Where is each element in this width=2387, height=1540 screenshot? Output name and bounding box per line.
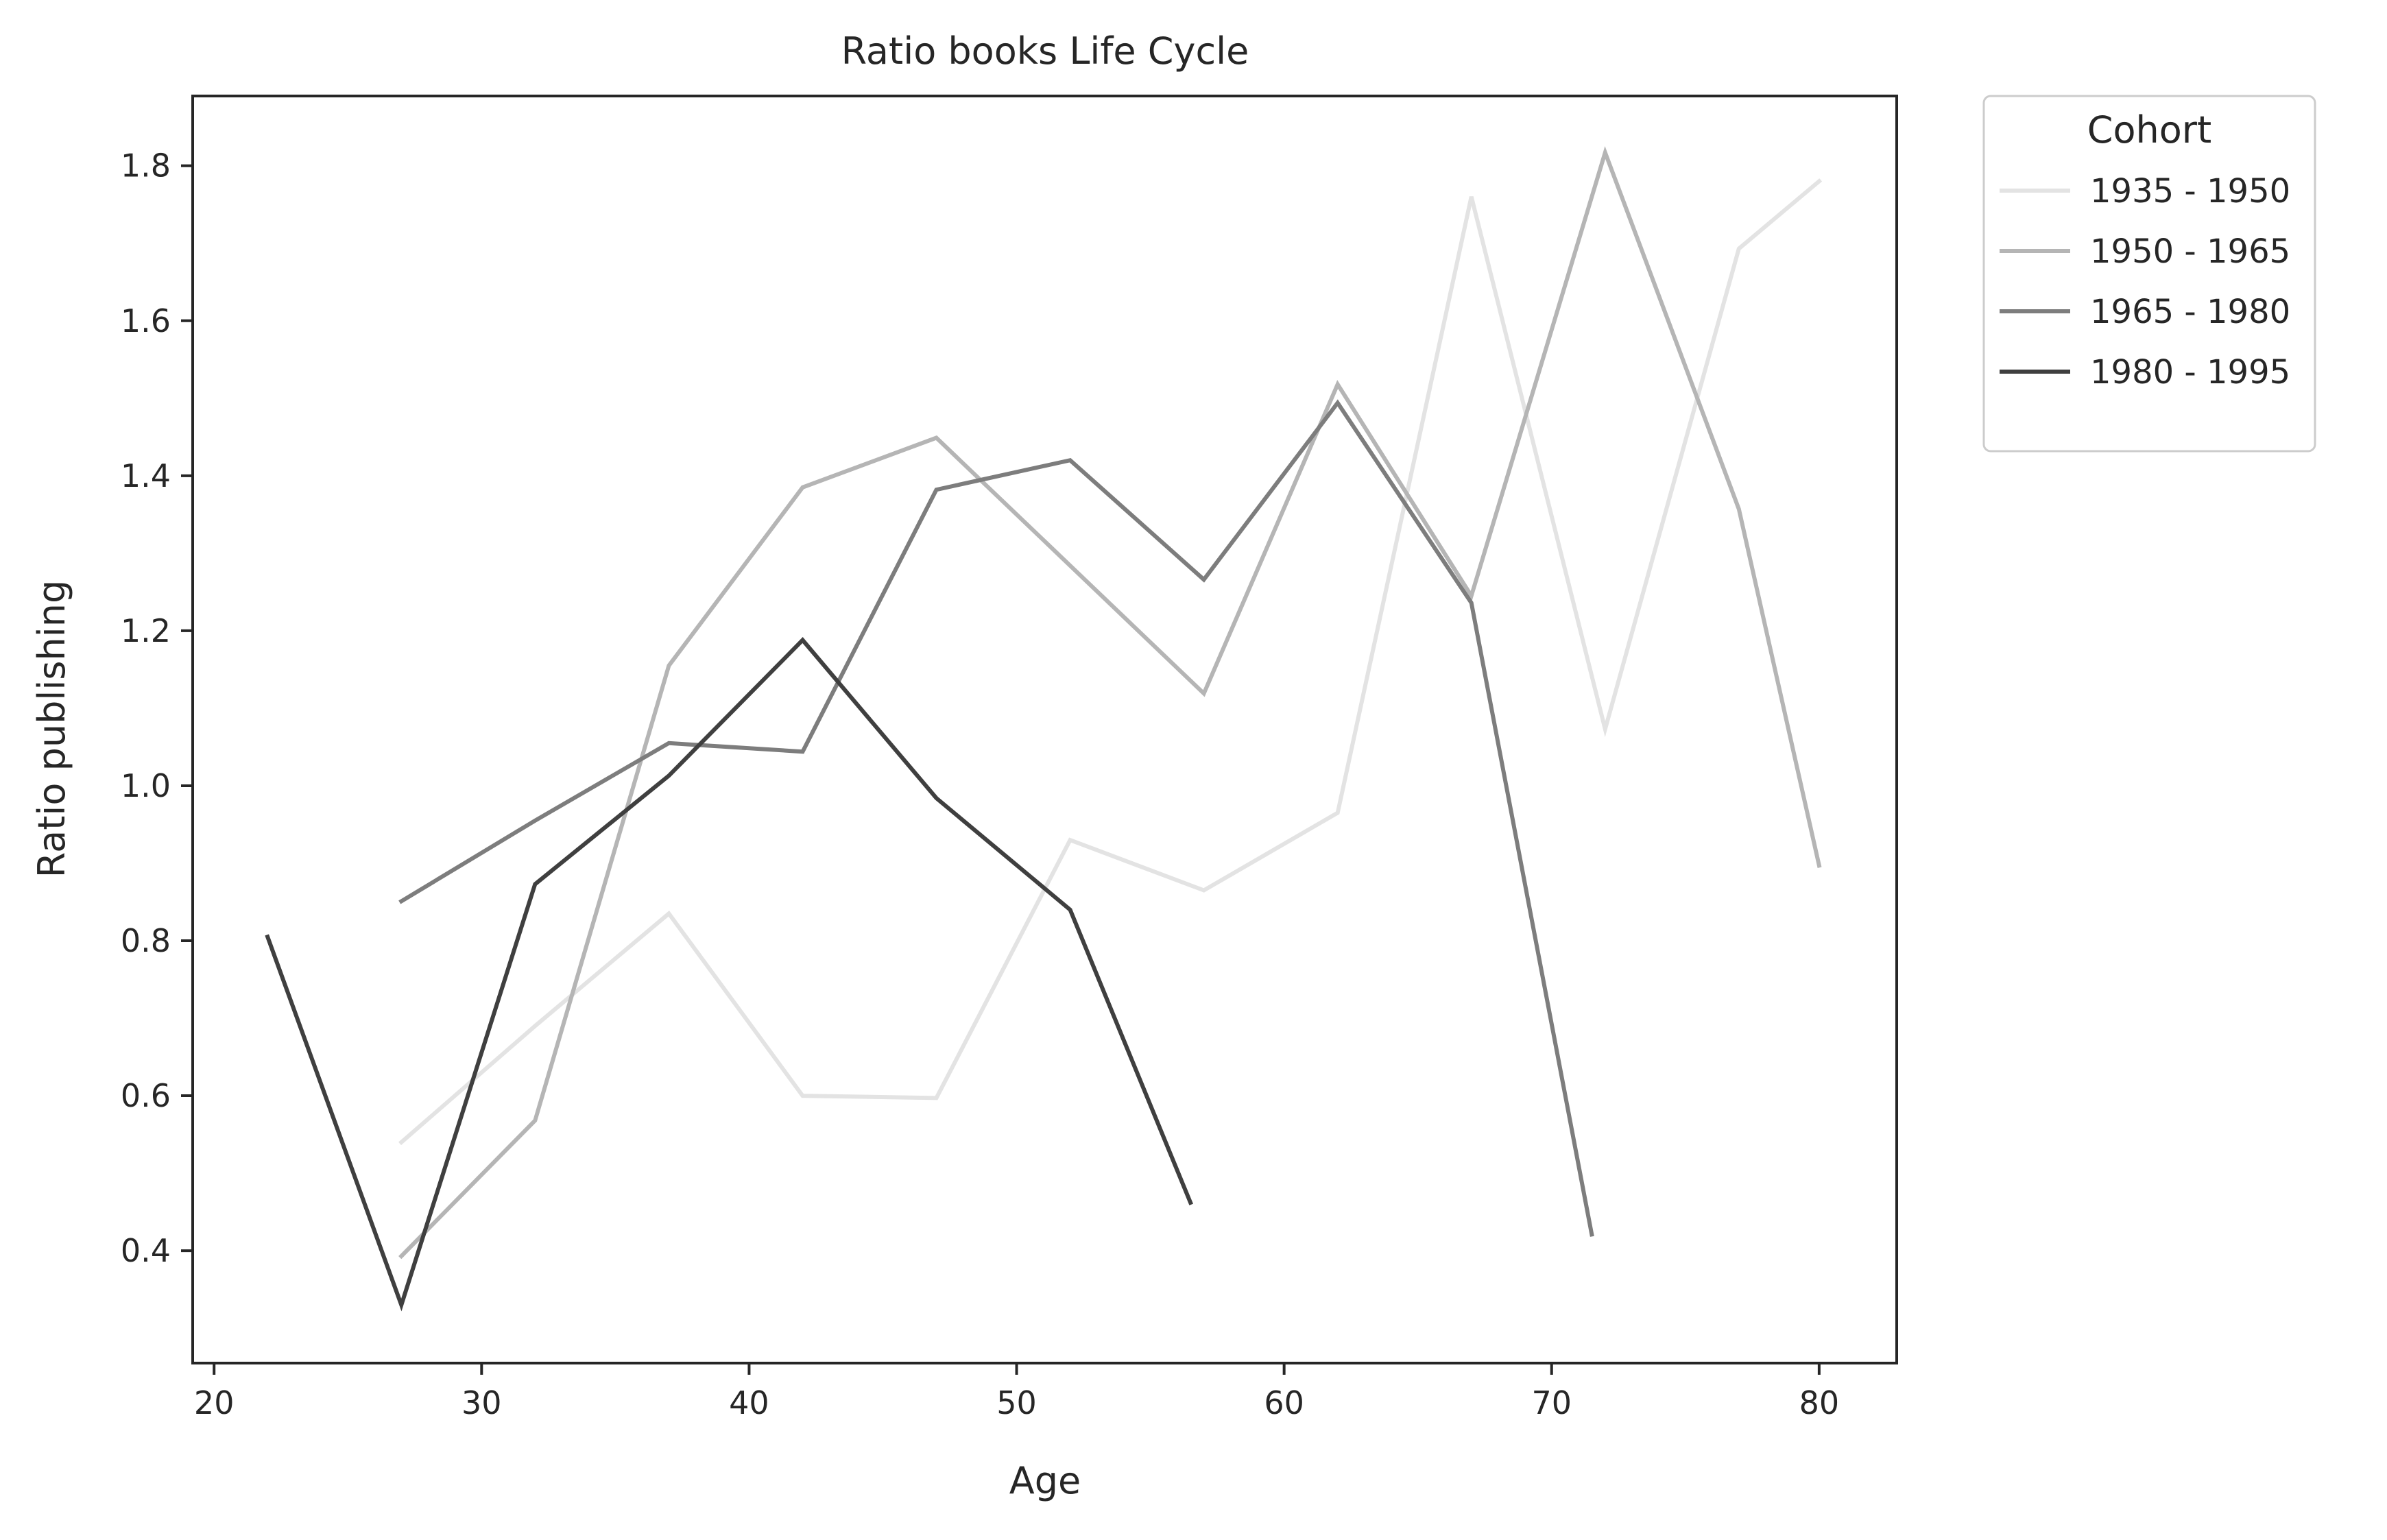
y-tick-label: 1.0 (121, 767, 171, 804)
series-lines-layer (265, 146, 1823, 1312)
chart-title: Ratio books Life Cycle (841, 29, 1249, 73)
x-tick-label: 50 (996, 1384, 1037, 1421)
axes-layer: 20 30 40 50 60 70 80 0.4 0.6 0.8 1.0 1.2 1.4 1.6 1.8 (121, 95, 1898, 1421)
legend-label-1: 1935 - 1950 (2090, 172, 2290, 210)
legend-box (1982, 95, 2316, 453)
legend-label-4: 1980 - 1995 (2090, 353, 2290, 392)
series-line-4 (265, 637, 1194, 1312)
y-tick-label: 0.6 (121, 1077, 171, 1114)
x-tick-label: 60 (1264, 1384, 1304, 1421)
y-tick-label: 0.8 (121, 922, 171, 959)
x-tick-label: 20 (194, 1384, 235, 1421)
y-tick-label: 1.6 (121, 302, 171, 339)
legend: Cohort 1935 - 1950 1950 - 1965 1965 - 1980 1… (1982, 95, 2316, 453)
x-tick-label: 80 (1799, 1384, 1840, 1421)
legend-title: Cohort (2087, 108, 2211, 152)
y-tick-label: 1.2 (121, 612, 171, 649)
legend-label-2: 1950 - 1965 (2090, 232, 2290, 271)
x-tick-label: 40 (729, 1384, 769, 1421)
series-line-2 (398, 146, 1822, 1260)
y-axis-label: Ratio publishing (30, 580, 73, 878)
x-tick-label: 30 (461, 1384, 502, 1421)
x-axis-label: Age (1009, 1459, 1081, 1502)
y-tick-label: 0.4 (121, 1232, 171, 1269)
plot-frame (191, 95, 1898, 1364)
y-tick-label: 1.4 (121, 457, 171, 494)
legend-label-3: 1965 - 1980 (2090, 293, 2290, 331)
series-line-3 (398, 399, 1594, 1237)
y-tick-label: 1.8 (121, 147, 171, 184)
series-line-1 (398, 178, 1823, 1146)
x-tick-label: 70 (1531, 1384, 1572, 1421)
